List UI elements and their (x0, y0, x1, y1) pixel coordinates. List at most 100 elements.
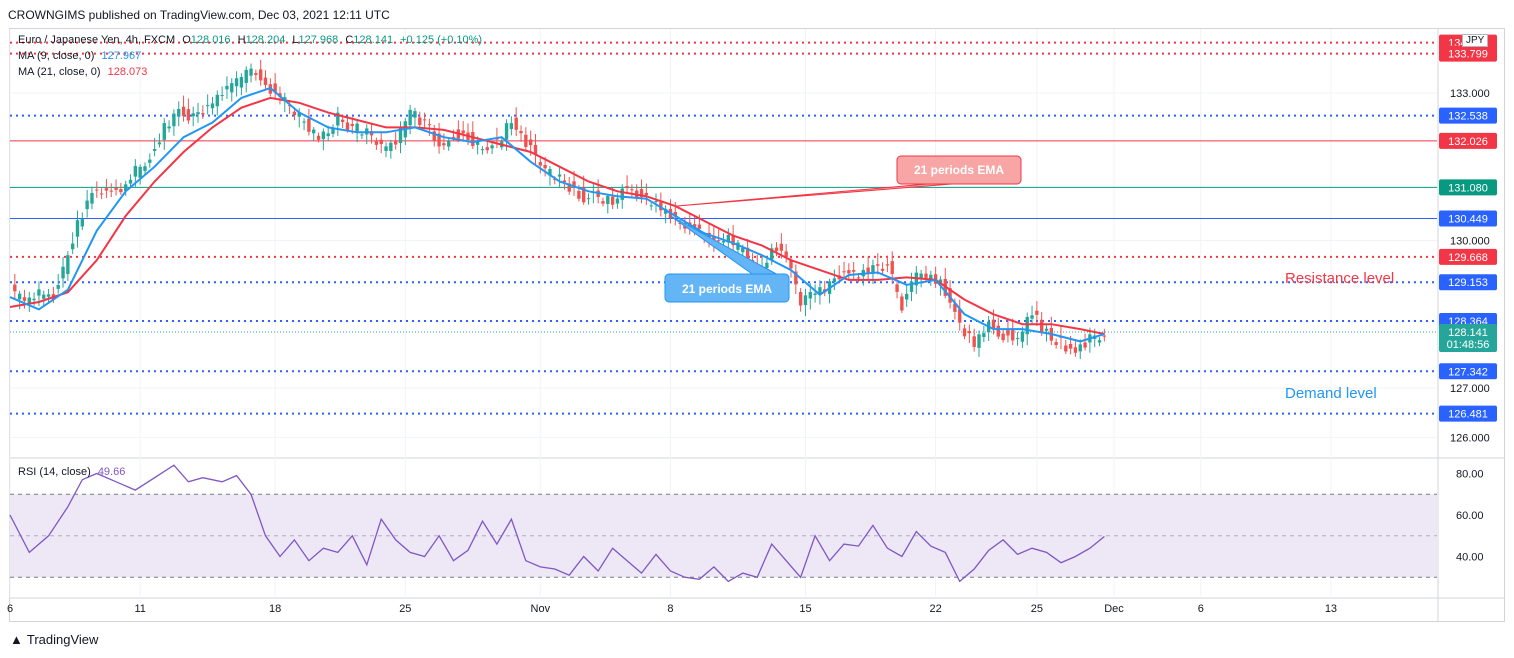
candle-body (991, 319, 996, 329)
x-tick-label: Dec (1104, 603, 1124, 615)
candle-body (803, 295, 808, 306)
rsi-legend: RSI (14, close) 49.66 (18, 466, 125, 478)
candle-body (929, 274, 933, 279)
candle-body (842, 271, 846, 273)
candle-body (427, 124, 432, 126)
candle-body (577, 190, 581, 199)
candle-body (152, 149, 157, 151)
candle-body (557, 174, 562, 177)
candle-body (1039, 319, 1044, 333)
demand-level-label: Demand level (1285, 385, 1377, 402)
candle-body (1078, 344, 1082, 352)
candle-body (890, 261, 894, 275)
candle-body (109, 190, 113, 192)
candle-body (350, 124, 354, 126)
candle-body (124, 184, 128, 191)
ma9-label: MA (9, close, 0) (18, 50, 95, 62)
candle-body (413, 111, 417, 118)
candle-body (953, 303, 957, 312)
candle-body (379, 139, 383, 145)
price-level-label: 129.153 (1448, 277, 1488, 289)
price-level-tag (1439, 45, 1497, 62)
open-value: 128.016 (190, 34, 231, 46)
candle-body (119, 189, 123, 193)
candle-body (432, 131, 436, 142)
candle-body (157, 142, 162, 145)
tradingview-logo-icon: ▲ (10, 632, 23, 647)
bar-countdown-label: 01:48:56 (1447, 339, 1490, 351)
candle-body (524, 134, 528, 147)
candle-body (582, 186, 586, 203)
candle-body (437, 133, 441, 147)
candle-body (90, 193, 94, 204)
candle-body (880, 268, 885, 271)
candle-body (191, 113, 195, 117)
candle-body (615, 198, 620, 204)
candle-body (292, 111, 297, 116)
candle-body (697, 224, 702, 229)
candle-body (326, 133, 330, 137)
price-level-tag (1439, 107, 1497, 124)
ma21-value: 128.073 (107, 66, 148, 78)
candle-body (42, 294, 46, 299)
candle-body (61, 266, 65, 279)
candle-body (331, 128, 335, 134)
candle-body (254, 73, 258, 75)
candle-body (99, 193, 104, 195)
candle-body (519, 130, 523, 134)
x-tick-label: 6 (7, 603, 13, 615)
candle-body (422, 119, 427, 121)
ma9-legend: MA (9, close, 0) 127.967 (18, 50, 141, 62)
ma21-label: MA (21, close, 0) (18, 66, 101, 78)
candle-body (471, 131, 475, 147)
candle-body (138, 166, 142, 178)
candle-body (75, 220, 80, 237)
candle-body (620, 188, 624, 200)
candle-body (128, 179, 133, 184)
candle-body (114, 187, 118, 190)
price-level-label: 132.026 (1448, 136, 1488, 148)
candle-body (794, 271, 798, 285)
candle-body (948, 288, 952, 303)
candle-body (480, 149, 485, 151)
candle-body (490, 145, 494, 149)
low-value: 127.968 (298, 34, 339, 46)
candle-body (774, 247, 779, 252)
candle-body (340, 119, 345, 123)
x-tick-label: 22 (929, 603, 941, 615)
close-value: 128.141 (353, 34, 394, 46)
candle-body (461, 130, 465, 134)
candle-body (263, 77, 268, 86)
candle-body (133, 165, 138, 177)
candle-body (876, 264, 880, 266)
candle-body (220, 95, 224, 97)
candle-body (798, 292, 803, 306)
candle-body (13, 284, 17, 292)
change-value: +0.125 (+0.10%) (400, 34, 483, 46)
footer-brand[interactable]: ▲ TradingView (10, 632, 98, 647)
candle-body (234, 78, 239, 87)
price-level-label: 129.668 (1448, 252, 1488, 264)
candle-body (37, 289, 41, 296)
candle-body (148, 159, 152, 163)
candle-body (389, 142, 393, 152)
candle-body (972, 336, 976, 347)
candle-body (919, 273, 923, 280)
price-level-label: 132.538 (1448, 111, 1488, 123)
x-tick-label: 25 (1031, 603, 1043, 615)
candle-body (259, 69, 263, 81)
candle-body (673, 211, 677, 217)
candle-body (336, 112, 340, 126)
x-tick-label: 25 (399, 603, 411, 615)
candle-body (297, 112, 301, 117)
candle-body (770, 248, 774, 260)
candle-body (813, 293, 817, 295)
candle-body (900, 296, 904, 311)
candle-body (1054, 342, 1058, 345)
close-label: C (345, 34, 354, 46)
high-label: H (237, 34, 246, 46)
candle-body (1068, 343, 1073, 349)
price-level-tag (1439, 274, 1497, 291)
candle-body (818, 287, 822, 295)
